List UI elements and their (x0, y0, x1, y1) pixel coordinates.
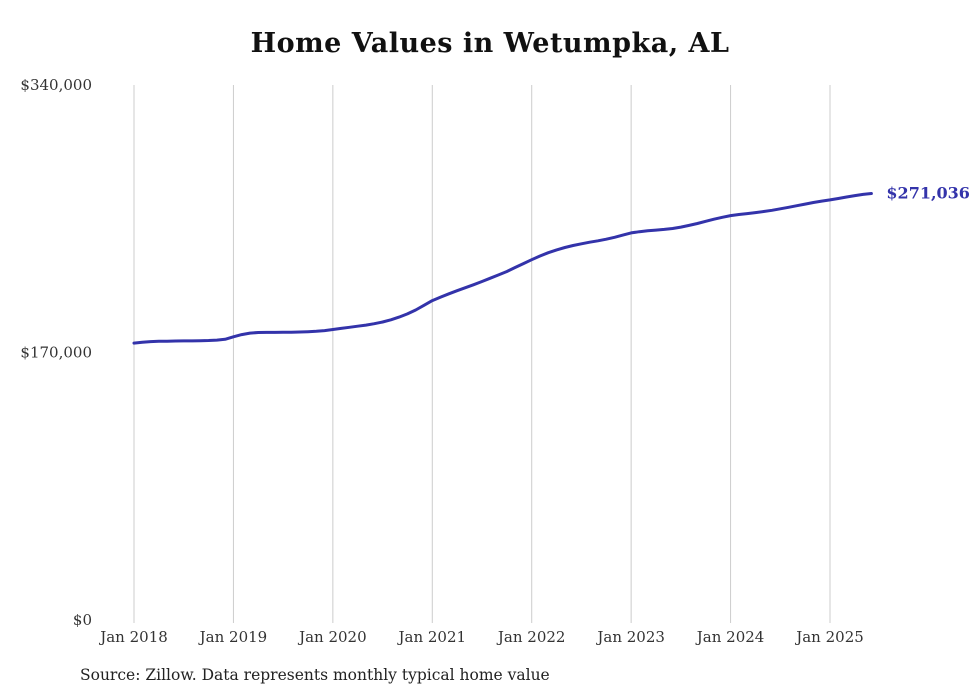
x-axis-tick-label: Jan 2019 (198, 628, 268, 646)
home-value-series-line (132, 192, 873, 345)
chart-title: Home Values in Wetumpka, AL (250, 28, 730, 59)
x-axis-tick-label: Jan 2023 (595, 628, 665, 646)
x-axis-tick-label: Jan 2024 (695, 628, 765, 646)
x-axis-tick-label: Jan 2018 (98, 628, 168, 646)
x-axis-tick-label: Jan 2025 (794, 628, 864, 646)
y-axis-tick-label: $340,000 (20, 76, 92, 94)
source-note: Source: Zillow. Data represents monthly … (80, 666, 550, 684)
current-value-label: $271,036 (886, 184, 970, 203)
x-axis-tick-label: Jan 2022 (496, 628, 566, 646)
y-axis-tick-label: $170,000 (20, 344, 92, 362)
y-axis-tick-label: $0 (73, 611, 92, 629)
x-axis-tick-label: Jan 2021 (397, 628, 467, 646)
x-axis-tick-label: Jan 2020 (297, 628, 367, 646)
home-values-line-chart: Jan 2018 Jan 2019 Jan 2020 Jan 2021 Jan 2022… (20, 76, 970, 646)
